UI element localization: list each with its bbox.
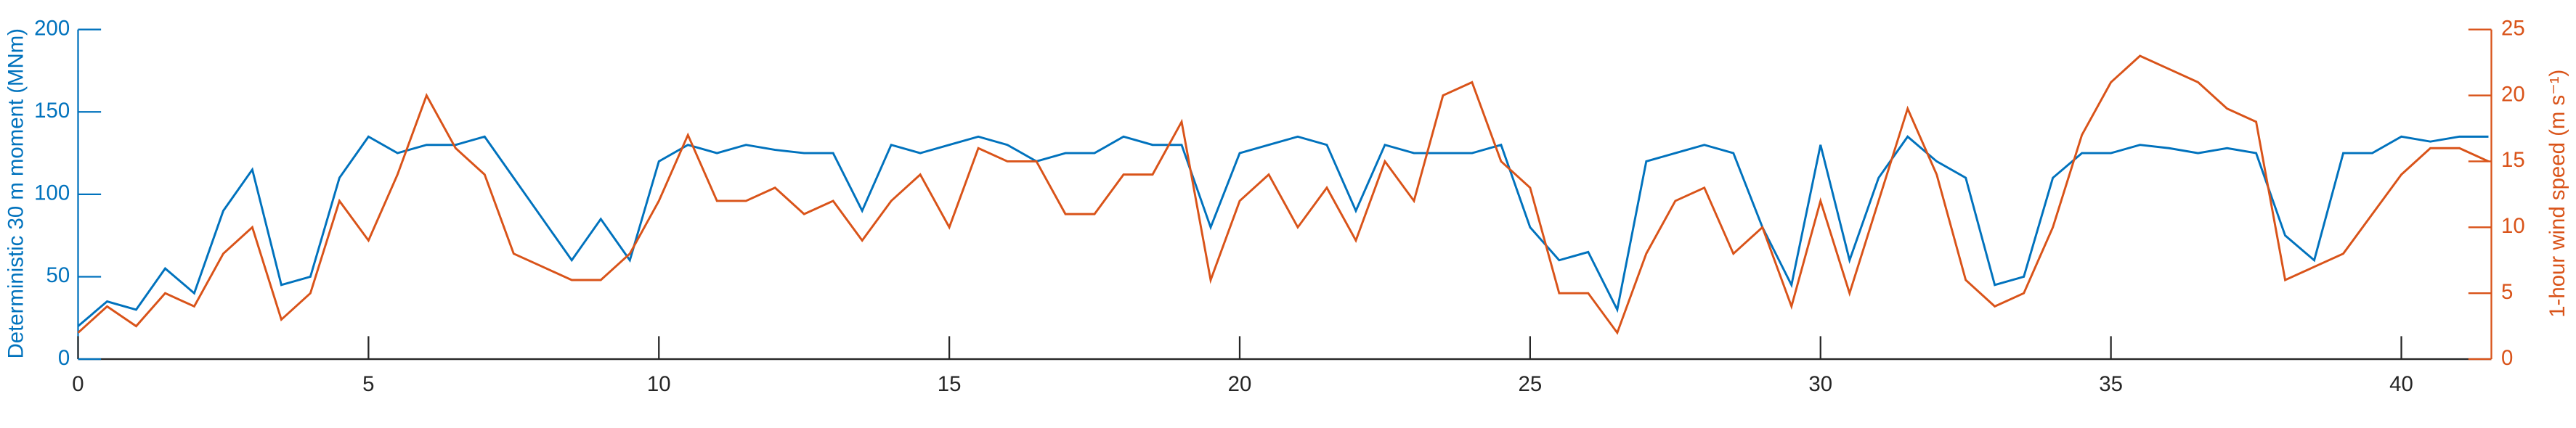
y2-tick-label: 15 [2501, 148, 2525, 172]
x-tick-label: 20 [1228, 372, 1252, 396]
x-tick-label: 40 [2389, 372, 2413, 396]
x-tick-label: 10 [647, 372, 671, 396]
y-tick-label: 200 [34, 16, 70, 40]
y-tick-label: 100 [34, 181, 70, 205]
x-tick-label: 5 [362, 372, 374, 396]
x-tick-label: 0 [72, 372, 84, 396]
x-tick-label: 15 [938, 372, 962, 396]
x-tick-label: 30 [1808, 372, 1832, 396]
y-tick-label: 0 [58, 346, 70, 370]
line-series [77, 54, 2490, 335]
y2-axis-label: 1-hour wind speed (m s⁻¹) [2545, 70, 2569, 318]
y2-tick-label: 20 [2501, 82, 2525, 106]
x-tick-label: 25 [1519, 372, 1543, 396]
y2-tick-label: 10 [2501, 214, 2525, 238]
y2-tick-label: 25 [2501, 16, 2525, 40]
x-tick-label: 35 [2099, 372, 2123, 396]
line-series [77, 135, 2489, 327]
y-tick-label: 150 [34, 99, 70, 123]
y-axis-label: Deterministic 30 m moment (MNm) [4, 28, 28, 358]
y2-tick-label: 0 [2501, 346, 2513, 370]
y2-tick-label: 5 [2501, 280, 2513, 304]
y-tick-label: 50 [46, 263, 70, 287]
